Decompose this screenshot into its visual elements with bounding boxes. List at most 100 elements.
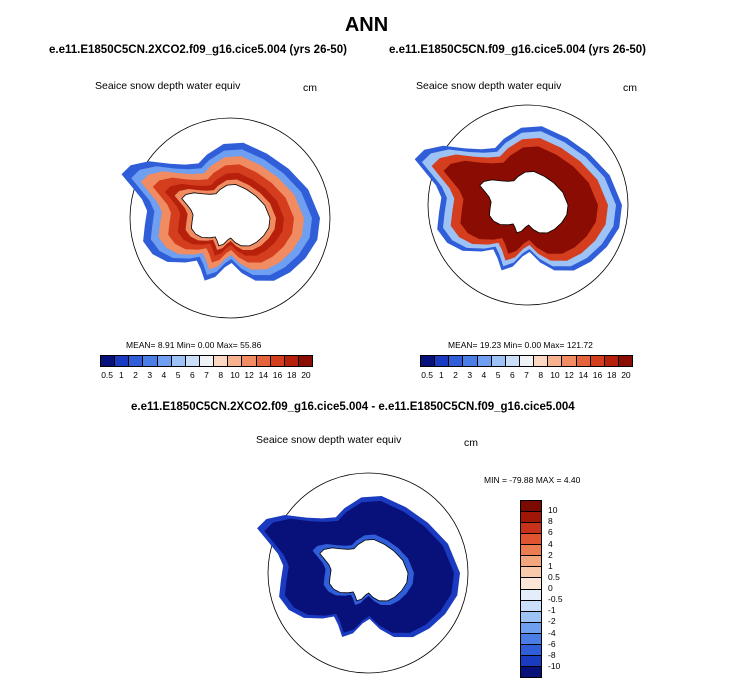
panel-1-colorbar-tick-label: 18: [287, 370, 297, 380]
panel-2-colorbar-tick-label: 3: [467, 370, 473, 380]
panel-1-colorbar-swatch: [256, 356, 271, 366]
panel-1-colorbar-tick-label: 20: [301, 370, 311, 380]
panel-1-colorbar-swatch: [270, 356, 285, 366]
panel-2-colorbar-swatch: [491, 356, 506, 366]
panel-1-colorbar-swatch: [115, 356, 130, 366]
panel-3-colorbar-tick-label: 2: [548, 549, 553, 560]
panel-3-colorbar-swatch: [521, 611, 541, 623]
panel-2-polar-map: [414, 104, 629, 306]
panel-3-colorbar-tick-label: -8: [548, 649, 556, 660]
panel-2-colorbar-swatch: [449, 356, 464, 366]
panel-2-colorbar-swatch: [618, 356, 633, 366]
panel-2-colorbar-tick-label: 16: [592, 370, 603, 380]
panel-2-colorbar-swatch: [562, 356, 577, 366]
panel-1-colorbar-swatch: [199, 356, 215, 366]
panel-3-colorbar-tick-label: 0: [548, 583, 553, 593]
panel-1-colorbar-tick-label: 1: [118, 370, 124, 380]
panel-1-colorbar-tick-label: 7: [204, 370, 209, 380]
panel-3-variable-label: Seaice snow depth water equiv: [256, 434, 402, 446]
panel-3-colorbar-tick-label: 0.5: [548, 571, 560, 582]
panel-3-colorbar-tick-label: -0.5: [548, 594, 563, 605]
panel-1-antarctica-coastline: [181, 184, 271, 247]
panel-1-colorbar-swatch: [284, 356, 299, 366]
panel-1-colorbar-swatch: [214, 356, 229, 366]
panel-1-colorbar-tick-label: 2: [133, 370, 138, 380]
panel-1-colorbar-swatch: [171, 356, 186, 366]
panel-2-colorbar-swatch: [604, 356, 619, 366]
panel-3-colorbar-swatch: [521, 501, 541, 513]
panel-2-antarctica-coastline: [479, 171, 569, 234]
panel-2-colorbar-swatch: [548, 356, 563, 366]
panel-3-colorbar-swatch: [521, 633, 541, 645]
panel-1-colorbar-tick-label: 3: [147, 370, 153, 380]
panel-3-colorbar-swatch: [521, 523, 541, 535]
panel-2-colorbar-tick-label: 1: [438, 370, 444, 380]
panel-3-colorbar-swatch: [521, 589, 541, 601]
panel-3-colorbar-tick-label: -4: [548, 627, 556, 638]
panel-3-antarctica-coastline: [319, 539, 409, 602]
panel-1-units-label: cm: [303, 82, 317, 94]
panel-3-colorbar-ticks: 10 8 6 4 2 1 0.5 0 -0.5 -1 -2 -4 -6 -8 -10: [548, 500, 588, 678]
panel-2-colorbar-swatch: [421, 356, 436, 366]
panel-2-units-label: cm: [623, 82, 637, 94]
panel-2-colorbar-tick-label: 5: [495, 370, 501, 380]
panel-1-colorbar-tick-label: 6: [189, 370, 195, 380]
panel-2-colorbar-tick-label: 10: [550, 370, 560, 380]
panel-2-colorbar-tick-label: 12: [564, 370, 574, 380]
panel-1-colorbar-swatch: [185, 356, 200, 366]
panel-1-colorbar-tick-label: 4: [161, 370, 167, 380]
panel-1-case-title: e.e11.E1850C5CN.2XCO2.f09_g16.cice5.004 …: [49, 44, 347, 56]
panel-3-colorbar-swatch: [521, 600, 541, 612]
panel-3-colorbar-swatch: [521, 567, 541, 579]
panel-1-colorbar-tick-label: 8: [218, 370, 224, 380]
panel-3-colorbar: [520, 500, 542, 678]
panel-1-stats: MEAN= 8.91 Min= 0.00 Max= 55.86: [126, 340, 262, 350]
panel-2-colorbar-swatch: [505, 356, 520, 366]
panel-1-colorbar-tick-label: 0.5: [101, 370, 114, 380]
panel-3-colorbar-tick-label: 10: [548, 505, 558, 516]
panel-3-colorbar-swatch: [521, 534, 541, 546]
panel-2-stats: MEAN= 19.23 Min= 0.00 Max= 121.72: [448, 340, 593, 350]
panel-3-colorbar-swatch: [521, 644, 541, 656]
panel-2-colorbar-ticks: 0.5 1 2 3 4 5 6 7 8 10 12 14 16 18 20: [420, 370, 633, 380]
panel-3-colorbar-tick-label: 6: [548, 527, 553, 538]
panel-2-colorbar-tick-label: 8: [538, 370, 544, 380]
panel-1-colorbar-swatch: [242, 356, 257, 366]
panel-1-colorbar-tick-label: 12: [244, 370, 254, 380]
panel-1-colorbar-tick-label: 5: [175, 370, 181, 380]
panel-2-colorbar-swatch: [534, 356, 549, 366]
panel-2-colorbar-tick-label: 2: [453, 370, 458, 380]
panel-2-colorbar-swatch: [435, 356, 450, 366]
panel-1-variable-label: Seaice snow depth water equiv: [95, 80, 241, 92]
panel-2-colorbar-swatch: [477, 356, 492, 366]
panel-2-colorbar-swatch: [576, 356, 591, 366]
panel-1-colorbar-ticks: 0.5 1 2 3 4 5 6 7 8 10 12 14 16 18 20: [100, 370, 313, 380]
panel-3-polar-map: [257, 472, 469, 674]
panel-3-colorbar-tick-label: 8: [548, 516, 553, 527]
panel-1-polar-map: [121, 117, 331, 319]
panel-3-case-title: e.e11.E1850C5CN.2XCO2.f09_g16.cice5.004 …: [131, 401, 575, 413]
panel-2-case-title: e.e11.E1850C5CN.f09_g16.cice5.004 (yrs 2…: [389, 44, 647, 56]
panel-2-colorbar-swatch: [590, 356, 605, 366]
panel-2-colorbar-tick-label: 0.5: [421, 370, 434, 380]
panel-3-units-label: cm: [464, 437, 478, 449]
panel-1-colorbar-swatch: [157, 356, 172, 366]
panel-1-colorbar-tick-label: 14: [258, 370, 269, 380]
panel-3-colorbar-swatch: [521, 655, 541, 667]
panel-3-colorbar-tick-label: -6: [548, 638, 556, 649]
panel-1-colorbar-swatch: [101, 356, 116, 366]
panel-3-colorbar-tick-label: -1: [548, 605, 556, 616]
panel-3-colorbar-swatch: [521, 556, 541, 568]
panel-2-colorbar-swatch: [519, 356, 535, 366]
page-title: ANN: [344, 14, 389, 36]
panel-3-colorbar-tick-label: 4: [548, 538, 553, 549]
panel-3-colorbar-swatch: [521, 512, 541, 524]
panel-3-colorbar-swatch: [521, 578, 541, 590]
panel-1-colorbar-swatch: [143, 356, 158, 366]
panel-2-variable-label: Seaice snow depth water equiv: [416, 80, 562, 92]
panel-2-colorbar-tick-label: 18: [607, 370, 617, 380]
panel-3-colorbar-tick-label: -10: [548, 660, 561, 671]
panel-2-colorbar: [420, 355, 633, 367]
panel-1-colorbar-swatch: [298, 356, 313, 366]
panel-3-colorbar-swatch: [521, 545, 541, 557]
